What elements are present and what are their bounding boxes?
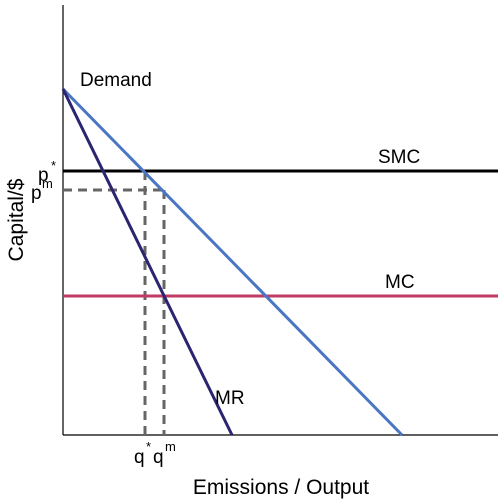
q-m-marker: q m (153, 439, 176, 468)
y-axis-title: Capital/$ (5, 178, 28, 261)
p-star-marker: p * (38, 158, 56, 186)
p-m-subscript: m (42, 176, 53, 191)
q-star-base: q (134, 447, 145, 468)
p-m-marker: p m (31, 176, 53, 204)
mr-label: MR (215, 388, 245, 409)
p-m-base: p (31, 183, 42, 204)
q-star-marker: q * (134, 439, 151, 468)
demand-curve (61, 87, 404, 437)
p-star-superscript: * (51, 158, 56, 173)
q-star-superscript: * (146, 439, 151, 454)
p-star-base: p (38, 165, 49, 186)
smc-label: SMC (378, 147, 420, 168)
q-m-base: q (153, 447, 164, 468)
mr-curve (61, 88, 234, 436)
x-axis-title: Emissions / Output (193, 476, 369, 499)
demand-label: Demand (80, 70, 152, 91)
dashed-guides (63, 169, 166, 435)
q-m-superscript: m (165, 439, 176, 454)
mc-label: MC (385, 272, 415, 293)
